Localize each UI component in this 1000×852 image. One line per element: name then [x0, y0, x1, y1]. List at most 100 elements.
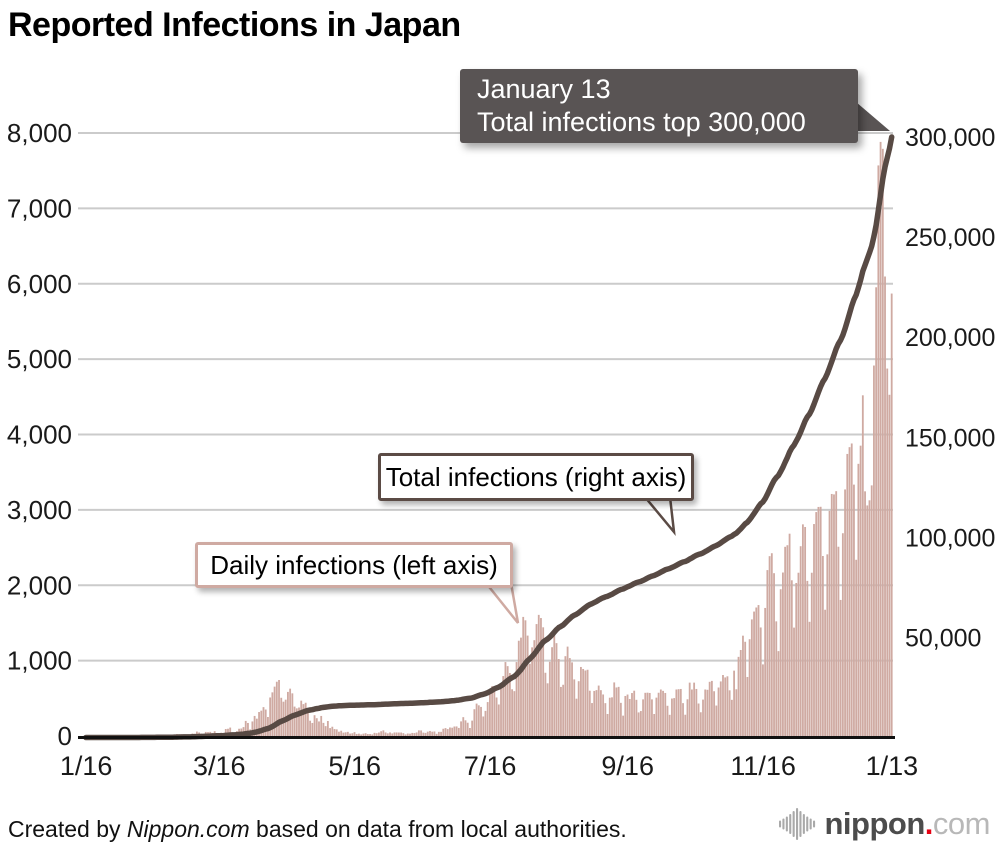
bar	[726, 676, 729, 736]
bar	[382, 730, 385, 736]
y-axis-left-label: 8,000	[7, 118, 72, 148]
bar	[380, 731, 383, 736]
bar	[413, 733, 416, 736]
bar	[653, 713, 656, 736]
soundwave-bar	[798, 811, 801, 837]
bar	[389, 732, 391, 736]
bar	[411, 732, 414, 736]
bar	[648, 692, 651, 736]
bar	[613, 682, 616, 736]
bar	[837, 546, 840, 736]
bar	[655, 697, 658, 736]
bar	[251, 721, 254, 736]
bar	[391, 733, 394, 736]
bar	[739, 650, 742, 736]
bar	[402, 733, 405, 736]
bar	[469, 728, 471, 736]
bar	[826, 554, 829, 736]
logo-dot: .	[924, 806, 934, 841]
bar	[497, 704, 500, 736]
bar	[651, 699, 653, 736]
bar	[457, 727, 460, 736]
bar	[460, 721, 462, 736]
bar	[715, 705, 718, 736]
bar	[644, 692, 647, 736]
bar	[471, 720, 474, 736]
soundwave-bar	[809, 818, 812, 830]
bar	[333, 729, 336, 736]
bar	[293, 706, 296, 736]
bar	[313, 715, 316, 736]
bar	[848, 447, 851, 736]
bar	[657, 692, 660, 736]
bar	[502, 676, 505, 736]
bar	[346, 731, 349, 736]
bar	[662, 690, 664, 736]
bar	[773, 573, 775, 736]
bar	[810, 572, 813, 736]
bar	[309, 720, 312, 736]
bar	[762, 664, 764, 736]
x-axis-label: 7/16	[464, 751, 517, 781]
bar	[420, 730, 423, 736]
bar	[451, 727, 454, 736]
x-axis-label: 9/16	[601, 751, 654, 781]
bar	[342, 732, 345, 736]
bar	[446, 729, 449, 736]
bar	[855, 559, 858, 736]
bar	[311, 722, 314, 736]
bar	[633, 690, 636, 736]
bar	[584, 670, 587, 736]
bar	[844, 489, 846, 736]
bar	[275, 681, 278, 736]
bar	[580, 666, 582, 736]
bar	[504, 662, 507, 736]
bar	[879, 141, 882, 736]
bar	[397, 732, 400, 736]
bar	[817, 506, 820, 736]
bar	[615, 687, 618, 736]
bar	[759, 627, 762, 736]
bar	[706, 689, 709, 736]
soundwave-icon	[778, 808, 815, 840]
bar	[768, 556, 771, 736]
callout-tails	[483, 102, 890, 624]
bar	[449, 727, 451, 736]
bar	[801, 524, 804, 736]
bar	[568, 658, 571, 736]
bar	[324, 726, 327, 736]
bar	[455, 726, 458, 736]
bar	[611, 697, 613, 736]
bar	[195, 731, 198, 736]
bar	[850, 443, 853, 736]
bar	[846, 453, 849, 736]
bar	[873, 365, 875, 736]
bar	[808, 621, 811, 736]
bar	[764, 607, 767, 736]
bar	[340, 730, 343, 736]
bar	[548, 661, 551, 736]
bar	[675, 689, 678, 736]
y-axis-right-label: 300,000	[905, 124, 995, 152]
total-infections-line	[83, 134, 895, 741]
bar	[331, 726, 334, 736]
x-axis-label: 1/13	[866, 751, 919, 781]
soundwave-bar	[805, 816, 808, 832]
bar	[480, 706, 482, 736]
bar	[269, 697, 272, 736]
bar	[417, 730, 420, 736]
bar	[797, 572, 800, 736]
bar	[571, 662, 573, 736]
bar	[491, 686, 494, 736]
bar	[373, 732, 376, 736]
bar	[386, 733, 389, 736]
bar	[813, 524, 815, 736]
bar	[835, 491, 838, 736]
bar	[875, 287, 878, 736]
y-axis-right-label: 50,000	[905, 624, 981, 652]
bar	[859, 445, 862, 736]
bar	[799, 546, 802, 736]
bar	[271, 692, 274, 736]
y-axis-right-label: 100,000	[905, 524, 995, 552]
bar	[493, 686, 496, 736]
